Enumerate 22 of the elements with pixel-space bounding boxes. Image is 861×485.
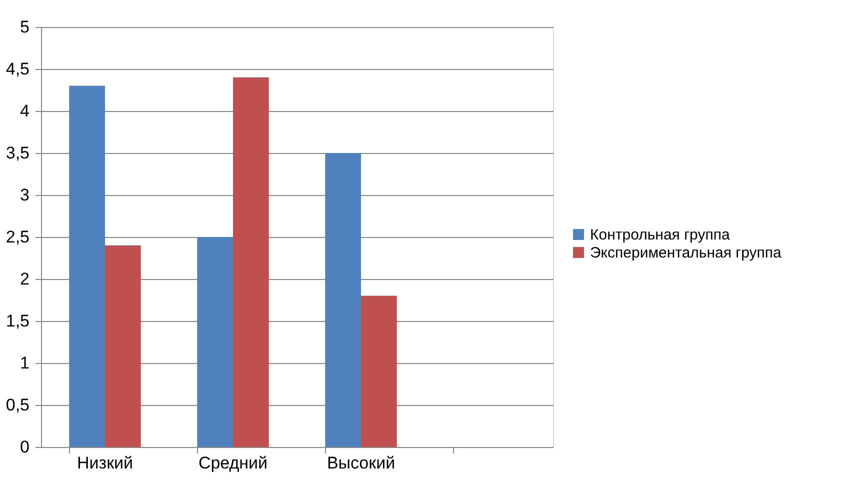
y-tick-label: 3 (20, 186, 30, 204)
y-tick-label: 1,5 (6, 312, 30, 330)
bar (233, 77, 269, 447)
y-tick-label: 2 (20, 270, 30, 288)
y-tick-label: 1 (20, 354, 30, 372)
bar (325, 153, 361, 447)
y-tick-label: 4,5 (6, 60, 30, 78)
x-tick-label: Низкий (77, 454, 133, 472)
y-tick-label: 5 (20, 18, 30, 36)
y-tick-label: 4 (20, 102, 30, 120)
bar (197, 237, 233, 447)
x-tick-label: Средний (198, 454, 268, 472)
legend-label: Контрольная группа (590, 226, 730, 244)
y-tick-label: 0,5 (6, 396, 30, 414)
bar (69, 86, 105, 447)
x-tick-label: Высокий (326, 454, 396, 472)
bar (105, 245, 141, 447)
y-tick-label: 0 (20, 438, 30, 456)
y-tick-label: 2,5 (6, 228, 30, 246)
bar (361, 296, 397, 447)
y-tick-label: 3,5 (6, 144, 30, 162)
legend-label: Экспериментальная группа (590, 244, 782, 262)
